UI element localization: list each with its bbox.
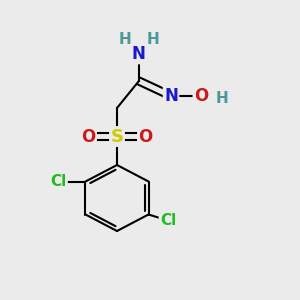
Text: Cl: Cl	[160, 213, 176, 228]
Text: O: O	[194, 87, 208, 105]
Text: N: N	[164, 87, 178, 105]
Text: S: S	[110, 128, 124, 146]
Text: N: N	[132, 45, 146, 63]
Text: H: H	[147, 32, 159, 46]
Text: H: H	[118, 32, 131, 46]
Text: O: O	[138, 128, 153, 146]
Text: O: O	[81, 128, 96, 146]
Text: Cl: Cl	[50, 174, 67, 189]
Text: H: H	[216, 91, 228, 106]
